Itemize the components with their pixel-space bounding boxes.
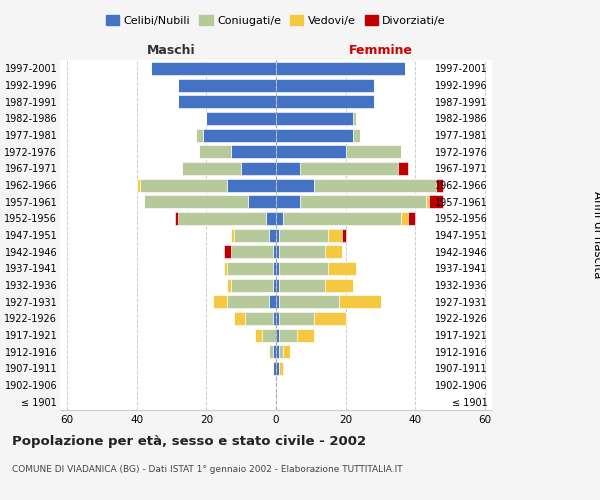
Bar (196, 128, 203, 141)
Bar (231, 145, 276, 158)
Text: Popolazione per età, sesso e stato civile - 2002: Popolazione per età, sesso e stato civil… (12, 435, 366, 448)
Bar (280, 345, 283, 358)
Bar (429, 195, 443, 208)
Bar (339, 295, 380, 308)
Bar (276, 328, 280, 342)
Bar (314, 178, 436, 192)
Bar (276, 245, 280, 258)
Bar (241, 162, 276, 175)
Bar (234, 312, 245, 325)
Bar (346, 145, 401, 158)
Bar (231, 245, 272, 258)
Bar (398, 162, 409, 175)
Bar (325, 245, 342, 258)
Bar (280, 228, 328, 241)
Bar (297, 328, 314, 342)
Bar (276, 278, 280, 291)
Bar (283, 212, 401, 225)
Bar (255, 328, 262, 342)
Bar (276, 295, 280, 308)
Bar (276, 128, 353, 141)
Bar (276, 228, 280, 241)
Bar (276, 162, 301, 175)
Bar (426, 195, 429, 208)
Bar (182, 162, 241, 175)
Bar (272, 245, 276, 258)
Bar (280, 295, 339, 308)
Bar (283, 345, 290, 358)
Bar (269, 345, 272, 358)
Bar (178, 78, 276, 92)
Bar (276, 178, 314, 192)
Bar (213, 295, 227, 308)
Bar (280, 245, 325, 258)
Bar (272, 345, 276, 358)
Bar (262, 328, 276, 342)
Bar (140, 178, 227, 192)
Bar (231, 278, 272, 291)
Bar (280, 362, 283, 375)
Bar (401, 212, 409, 225)
Bar (276, 195, 301, 208)
Bar (272, 312, 276, 325)
Bar (280, 328, 297, 342)
Bar (203, 128, 276, 141)
Bar (436, 178, 443, 192)
Bar (276, 312, 280, 325)
Text: COMUNE DI VIADANICA (BG) - Dati ISTAT 1° gennaio 2002 - Elaborazione TUTTITALIA.: COMUNE DI VIADANICA (BG) - Dati ISTAT 1°… (12, 465, 403, 474)
Bar (227, 178, 276, 192)
Bar (301, 195, 426, 208)
Bar (206, 112, 276, 125)
Bar (272, 262, 276, 275)
Bar (199, 145, 231, 158)
Bar (276, 145, 346, 158)
Bar (245, 312, 272, 325)
Bar (231, 228, 234, 241)
Bar (151, 62, 276, 75)
Bar (227, 262, 272, 275)
Bar (353, 128, 359, 141)
Bar (328, 262, 356, 275)
Bar (137, 178, 140, 192)
Legend: Celibi/Nubili, Coniugati/e, Vedovi/e, Divorziati/e: Celibi/Nubili, Coniugati/e, Vedovi/e, Di… (101, 10, 451, 30)
Bar (276, 212, 283, 225)
Bar (143, 195, 248, 208)
Bar (248, 195, 276, 208)
Bar (353, 112, 356, 125)
Bar (280, 278, 325, 291)
Bar (224, 262, 227, 275)
Bar (234, 228, 269, 241)
Bar (276, 112, 353, 125)
Bar (276, 78, 374, 92)
Bar (178, 95, 276, 108)
Bar (314, 312, 346, 325)
Bar (178, 212, 266, 225)
Bar (280, 312, 314, 325)
Bar (266, 212, 276, 225)
Bar (325, 278, 353, 291)
Bar (301, 162, 398, 175)
Bar (224, 245, 231, 258)
Bar (276, 62, 405, 75)
Text: Maschi: Maschi (147, 44, 196, 57)
Text: Femmine: Femmine (349, 44, 413, 57)
Bar (269, 295, 276, 308)
Bar (276, 95, 374, 108)
Bar (272, 362, 276, 375)
Text: Anni di nascita: Anni di nascita (590, 192, 600, 278)
Bar (276, 262, 280, 275)
Bar (409, 212, 415, 225)
Bar (175, 212, 178, 225)
Bar (272, 278, 276, 291)
Bar (276, 345, 280, 358)
Bar (227, 295, 269, 308)
Bar (269, 228, 276, 241)
Bar (328, 228, 342, 241)
Bar (280, 262, 328, 275)
Bar (342, 228, 346, 241)
Bar (227, 278, 231, 291)
Bar (276, 362, 280, 375)
